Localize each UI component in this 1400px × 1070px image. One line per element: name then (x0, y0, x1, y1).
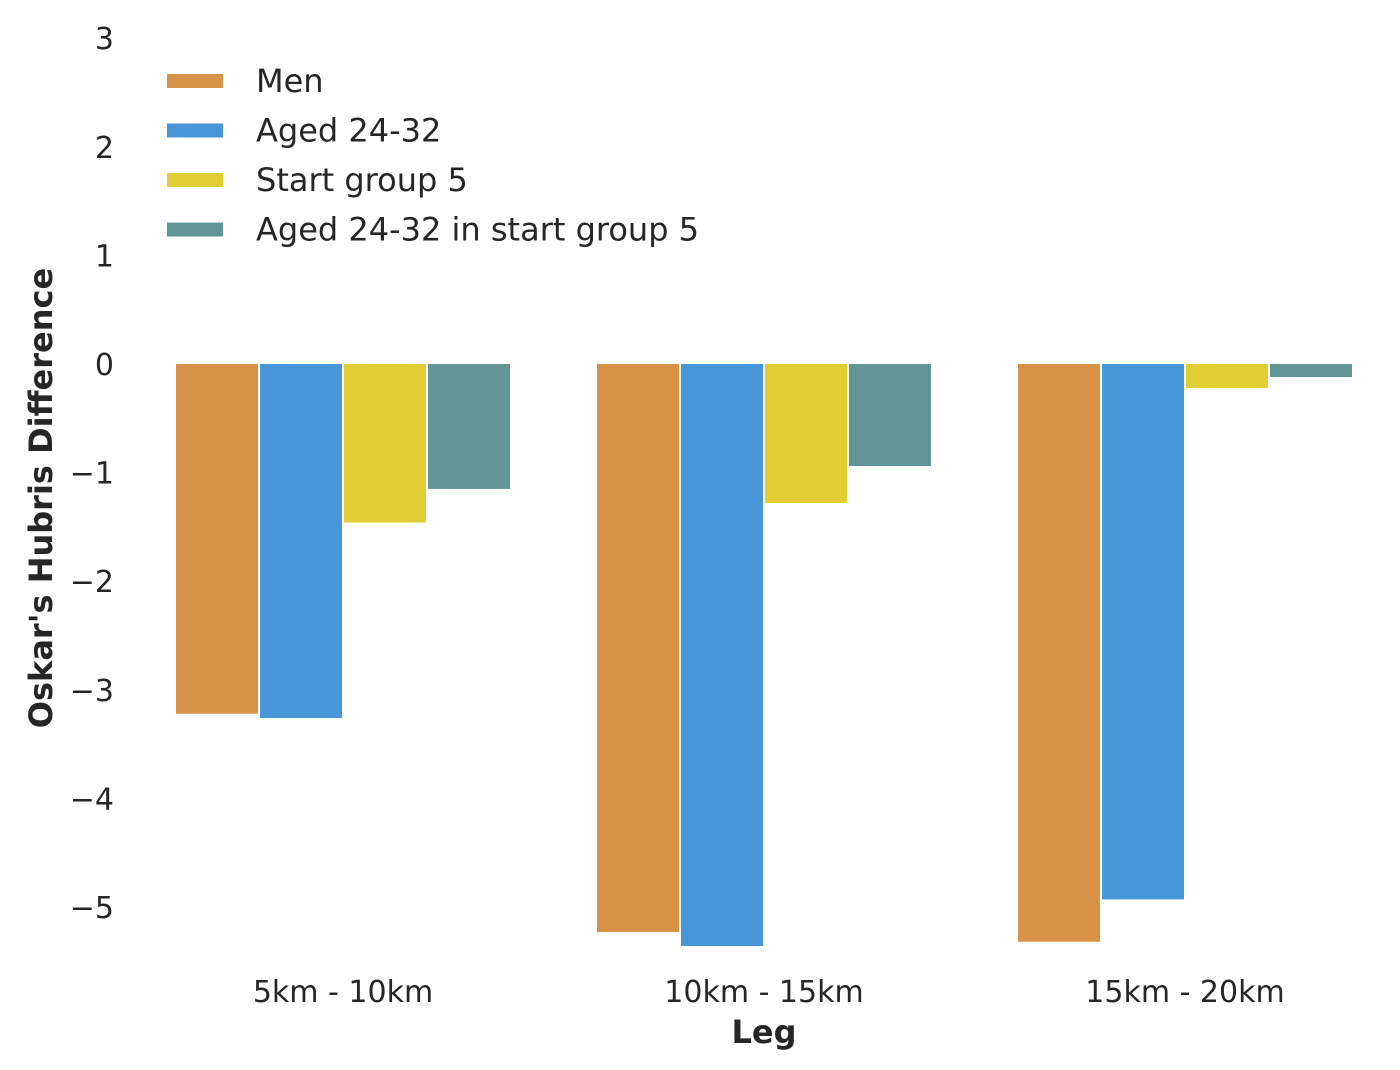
bar-men-2 (597, 364, 679, 932)
legend-label: Aged 24-32 (256, 112, 441, 150)
legend-swatch (167, 222, 223, 237)
legend-swatch (167, 74, 223, 88)
legend-swatch (167, 123, 223, 138)
legend-label: Start group 5 (256, 161, 468, 199)
legend-swatch (167, 173, 223, 187)
legend: Men Aged 24-32 Start group 5 Aged 24-32 in … (167, 62, 699, 249)
bar-aged-24-32-3 (1102, 364, 1184, 900)
bar-aged-24-32-in-start-group-5-3 (1270, 364, 1352, 378)
bar-aged-24-32-1 (260, 364, 342, 719)
bars-group (176, 364, 1352, 947)
legend-label: Aged 24-32 in start group 5 (256, 211, 699, 249)
bar-men-3 (1018, 364, 1100, 942)
x-tick-label: 10km - 15km (664, 975, 863, 1010)
x-tick-label: 15km - 20km (1085, 975, 1284, 1010)
legend-label: Men (256, 62, 324, 100)
bar-start-group-5-2 (765, 364, 847, 504)
y-axis-title: Oskar's Hubris Difference (22, 268, 60, 728)
bar-start-group-5-1 (344, 364, 426, 523)
y-tick-label: 1 (95, 239, 114, 274)
y-tick-label: −3 (70, 674, 114, 709)
bar-men-1 (176, 364, 258, 714)
y-tick-label: 0 (95, 348, 114, 383)
y-tick-label: −2 (70, 565, 114, 600)
x-axis-title: Leg (732, 1013, 797, 1051)
y-tick-label: −1 (70, 457, 114, 492)
x-axis-ticks: 5km - 10km 10km - 15km 15km - 20km (253, 975, 1285, 1010)
bar-aged-24-32-in-start-group-5-2 (849, 364, 931, 467)
y-tick-label: 2 (95, 131, 114, 166)
y-axis-ticks: 3 2 1 0 −1 −2 −3 −4 −5 (70, 22, 114, 926)
y-tick-label: −5 (70, 891, 114, 926)
bar-aged-24-32-2 (681, 364, 763, 947)
bar-start-group-5-3 (1186, 364, 1268, 388)
y-tick-label: 3 (95, 22, 114, 57)
y-tick-label: −4 (70, 782, 114, 817)
x-tick-label: 5km - 10km (253, 975, 433, 1010)
bar-aged-24-32-in-start-group-5-1 (428, 364, 510, 489)
